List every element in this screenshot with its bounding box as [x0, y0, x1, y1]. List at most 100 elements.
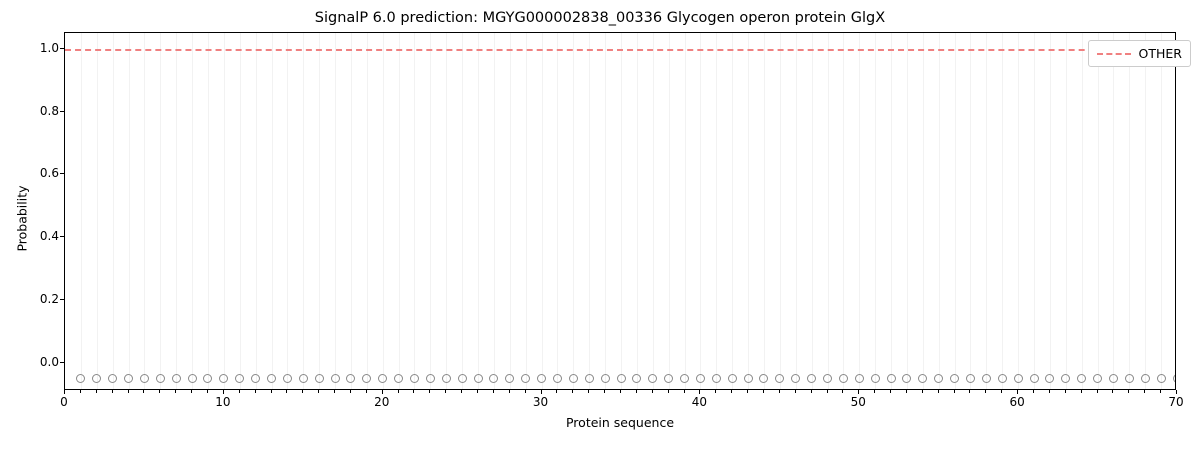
residue-marker [282, 373, 292, 383]
x-tick-minor [1080, 390, 1082, 393]
residue-marker [314, 373, 324, 383]
x-tick-minor [556, 390, 558, 393]
x-tick-minor [270, 390, 272, 393]
y-tick-mark [60, 173, 64, 175]
x-tick-minor [365, 390, 367, 393]
x-tick-minor [937, 390, 939, 393]
x-tick-mark [1017, 390, 1019, 394]
residue-marker [187, 373, 197, 383]
gridline [509, 33, 511, 389]
residue-marker [695, 373, 705, 383]
x-tick-minor [620, 390, 621, 393]
x-tick-label: 60 [1009, 395, 1025, 409]
x-tick-mark [540, 390, 542, 394]
x-tick-minor [905, 390, 907, 393]
y-tick-label: 0.8 [39, 103, 59, 118]
residue-marker [1140, 373, 1150, 383]
x-tick-minor [508, 390, 510, 393]
x-tick-minor [1048, 390, 1050, 393]
x-tick-minor [175, 390, 177, 393]
x-tick-mark [222, 390, 224, 394]
residue-marker [1045, 373, 1055, 383]
y-tick-label: 0.4 [39, 229, 59, 244]
y-tick-mark [60, 298, 64, 300]
x-tick-minor [874, 390, 876, 393]
gridline [430, 33, 432, 389]
gridline [1049, 33, 1051, 389]
gridline [605, 33, 607, 389]
x-tick-minor [1144, 390, 1146, 393]
residue-marker [92, 373, 102, 383]
residue-marker [981, 373, 991, 383]
x-tick-minor [715, 390, 717, 393]
residue-marker [489, 373, 499, 383]
y-tick-mark [60, 236, 64, 238]
x-tick-minor [1128, 390, 1130, 393]
gridline [1081, 33, 1083, 389]
residue-marker [997, 373, 1007, 383]
x-tick-minor [1160, 390, 1162, 393]
residue-marker [108, 373, 118, 383]
residue-marker [1013, 373, 1023, 383]
x-tick-minor [794, 390, 796, 393]
gridline [493, 33, 495, 389]
residue-marker [918, 373, 928, 383]
x-tick-minor [524, 390, 526, 393]
x-axis-label: Protein sequence [565, 415, 675, 430]
residue-marker [965, 373, 975, 383]
gridline [986, 33, 988, 389]
gridline [811, 33, 813, 389]
residue-marker [473, 373, 483, 383]
legend-swatch-other [1096, 52, 1131, 55]
x-tick-minor [397, 390, 399, 393]
residue-marker [791, 373, 801, 383]
gridline [382, 33, 384, 389]
gridline [1145, 33, 1147, 389]
residue-marker [505, 373, 515, 383]
x-tick-label: 20 [374, 395, 390, 409]
x-tick-minor [1033, 390, 1035, 393]
x-tick-minor [159, 390, 161, 393]
x-tick-minor [1064, 390, 1066, 393]
x-tick-minor [1001, 390, 1003, 393]
gridline [938, 33, 940, 389]
x-tick-minor [778, 390, 780, 393]
gridline [859, 33, 861, 389]
gridline [700, 33, 702, 389]
x-tick-minor [492, 390, 494, 393]
gridline [303, 33, 305, 389]
residue-marker [886, 373, 896, 383]
x-tick-minor [635, 390, 637, 393]
gridline [573, 33, 575, 389]
x-tick-minor [477, 390, 479, 393]
residue-marker [409, 373, 419, 383]
legend[interactable]: OTHER [1087, 40, 1191, 67]
residue-marker [616, 373, 626, 383]
residue-marker [330, 373, 340, 383]
plot-area: MVKKVQGYPLPLGVEVKGDTVNFAAAVPAGKDLALLLYEK… [64, 32, 1176, 390]
x-tick-minor [985, 390, 987, 393]
residue-marker [219, 373, 229, 383]
residue-marker [664, 373, 674, 383]
residue-marker [76, 373, 86, 383]
gridline [827, 33, 829, 389]
residue-marker [552, 373, 562, 383]
residue-marker [235, 373, 245, 383]
gridline [621, 33, 622, 389]
residue-marker [743, 373, 753, 383]
x-tick-minor [191, 390, 193, 393]
x-tick-label: 10 [215, 395, 231, 409]
gridline [684, 33, 686, 389]
x-tick-minor [349, 390, 351, 393]
residue-marker [362, 373, 372, 383]
x-tick-minor [1112, 390, 1114, 393]
residue-marker [854, 373, 864, 383]
residue-marker [870, 373, 880, 383]
y-tick-label: 0.0 [39, 354, 59, 369]
x-tick-minor [127, 390, 129, 393]
gridline [1113, 33, 1115, 389]
gridline [668, 33, 670, 389]
residue-marker [425, 373, 435, 383]
residue-marker [267, 373, 276, 383]
